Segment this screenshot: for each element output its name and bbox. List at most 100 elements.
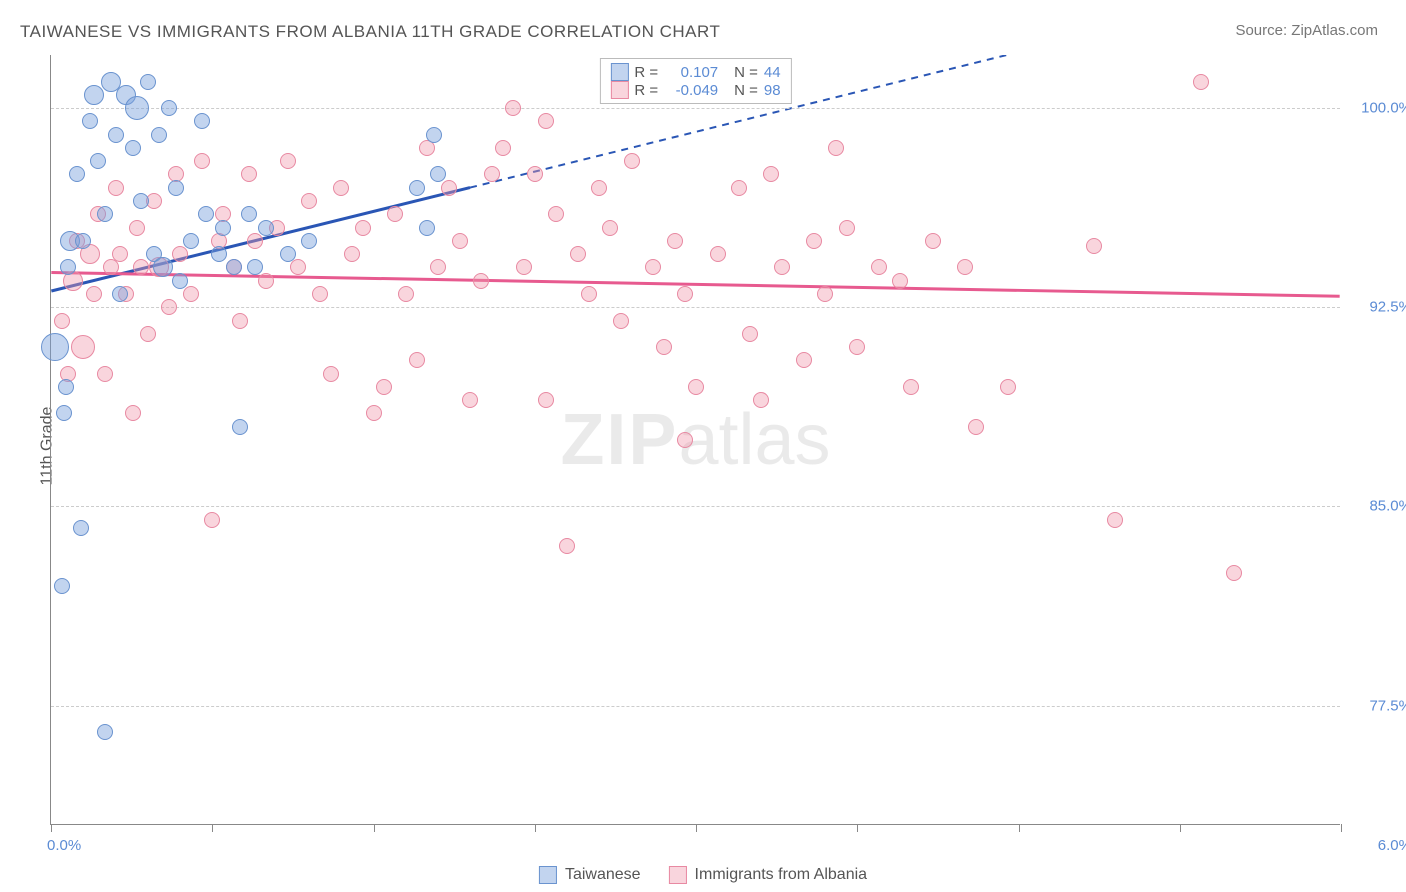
scatter-point-albania — [559, 538, 575, 554]
scatter-point-taiwanese — [112, 286, 128, 302]
scatter-point-albania — [71, 335, 95, 359]
scatter-point-albania — [817, 286, 833, 302]
scatter-point-albania — [527, 166, 543, 182]
scatter-point-taiwanese — [58, 379, 74, 395]
gridline-horizontal — [51, 506, 1340, 507]
scatter-point-albania — [602, 220, 618, 236]
scatter-point-taiwanese — [258, 220, 274, 236]
watermark-bold: ZIP — [560, 400, 678, 480]
n-value: 44 — [764, 64, 781, 81]
y-tick-label: 85.0% — [1346, 498, 1406, 515]
r-value: 0.107 — [664, 64, 718, 81]
bottom-legend: Taiwanese Immigrants from Albania — [539, 866, 867, 884]
scatter-point-albania — [548, 206, 564, 222]
scatter-point-taiwanese — [84, 85, 104, 105]
scatter-point-albania — [677, 432, 693, 448]
scatter-point-albania — [667, 233, 683, 249]
scatter-point-albania — [957, 259, 973, 275]
scatter-point-albania — [247, 233, 263, 249]
gridline-horizontal — [51, 108, 1340, 109]
scatter-point-taiwanese — [140, 74, 156, 90]
x-tick — [212, 824, 213, 832]
n-value: 98 — [764, 82, 781, 99]
scatter-point-albania — [204, 512, 220, 528]
scatter-point-taiwanese — [247, 259, 263, 275]
scatter-point-taiwanese — [226, 259, 242, 275]
scatter-point-taiwanese — [194, 113, 210, 129]
scatter-point-albania — [112, 246, 128, 262]
scatter-point-albania — [624, 153, 640, 169]
scatter-point-albania — [677, 286, 693, 302]
scatter-point-albania — [570, 246, 586, 262]
scatter-point-taiwanese — [232, 419, 248, 435]
scatter-point-albania — [108, 180, 124, 196]
scatter-point-albania — [344, 246, 360, 262]
scatter-point-albania — [387, 206, 403, 222]
scatter-point-albania — [849, 339, 865, 355]
scatter-point-albania — [430, 259, 446, 275]
scatter-point-albania — [1000, 379, 1016, 395]
legend-swatch — [539, 866, 557, 884]
scatter-point-albania — [183, 286, 199, 302]
scatter-point-albania — [1193, 74, 1209, 90]
stats-row-albania: R =-0.049N =98 — [610, 81, 780, 99]
scatter-point-albania — [613, 313, 629, 329]
scatter-point-albania — [409, 352, 425, 368]
scatter-point-albania — [871, 259, 887, 275]
scatter-point-albania — [484, 166, 500, 182]
stats-row-taiwanese: R = 0.107 N = 44 — [610, 63, 780, 81]
scatter-point-albania — [710, 246, 726, 262]
legend-swatch — [610, 81, 628, 99]
scatter-point-taiwanese — [125, 140, 141, 156]
x-tick — [857, 824, 858, 832]
scatter-point-albania — [54, 313, 70, 329]
chart-title: TAIWANESE VS IMMIGRANTS FROM ALBANIA 11T… — [20, 22, 720, 42]
legend-label: Immigrants from Albania — [695, 866, 868, 884]
scatter-point-taiwanese — [69, 166, 85, 182]
legend-item-taiwanese: Taiwanese — [539, 866, 641, 884]
n-label: N = — [734, 82, 758, 99]
scatter-point-taiwanese — [172, 273, 188, 289]
scatter-point-taiwanese — [153, 257, 173, 277]
scatter-point-taiwanese — [211, 246, 227, 262]
scatter-point-albania — [258, 273, 274, 289]
r-value: -0.049 — [664, 82, 718, 99]
x-tick-label-left: 0.0% — [47, 837, 81, 854]
scatter-point-albania — [806, 233, 822, 249]
scatter-point-albania — [753, 392, 769, 408]
scatter-point-albania — [462, 392, 478, 408]
x-tick-label-right: 6.0% — [1378, 837, 1406, 854]
scatter-point-albania — [903, 379, 919, 395]
scatter-point-taiwanese — [430, 166, 446, 182]
scatter-point-taiwanese — [280, 246, 296, 262]
scatter-point-taiwanese — [73, 520, 89, 536]
scatter-point-albania — [290, 259, 306, 275]
scatter-point-albania — [452, 233, 468, 249]
scatter-point-albania — [172, 246, 188, 262]
r-label: R = — [634, 64, 658, 81]
scatter-point-albania — [333, 180, 349, 196]
scatter-point-albania — [731, 180, 747, 196]
scatter-point-albania — [232, 313, 248, 329]
scatter-point-taiwanese — [108, 127, 124, 143]
scatter-point-albania — [194, 153, 210, 169]
legend-swatch — [610, 63, 628, 81]
stats-legend: R = 0.107 N = 44R = -0.049 N = 98 — [599, 58, 791, 104]
scatter-point-albania — [774, 259, 790, 275]
scatter-point-albania — [398, 286, 414, 302]
scatter-point-albania — [376, 379, 392, 395]
scatter-point-albania — [312, 286, 328, 302]
scatter-point-albania — [97, 366, 113, 382]
watermark: ZIPatlas — [560, 399, 830, 481]
scatter-point-albania — [129, 220, 145, 236]
gridline-horizontal — [51, 307, 1340, 308]
scatter-point-taiwanese — [198, 206, 214, 222]
scatter-point-albania — [1086, 238, 1102, 254]
x-tick — [374, 824, 375, 832]
scatter-point-albania — [688, 379, 704, 395]
n-label: N = — [734, 64, 758, 81]
scatter-point-albania — [140, 326, 156, 342]
scatter-point-albania — [645, 259, 661, 275]
y-tick-label: 100.0% — [1346, 100, 1406, 117]
scatter-point-albania — [516, 259, 532, 275]
